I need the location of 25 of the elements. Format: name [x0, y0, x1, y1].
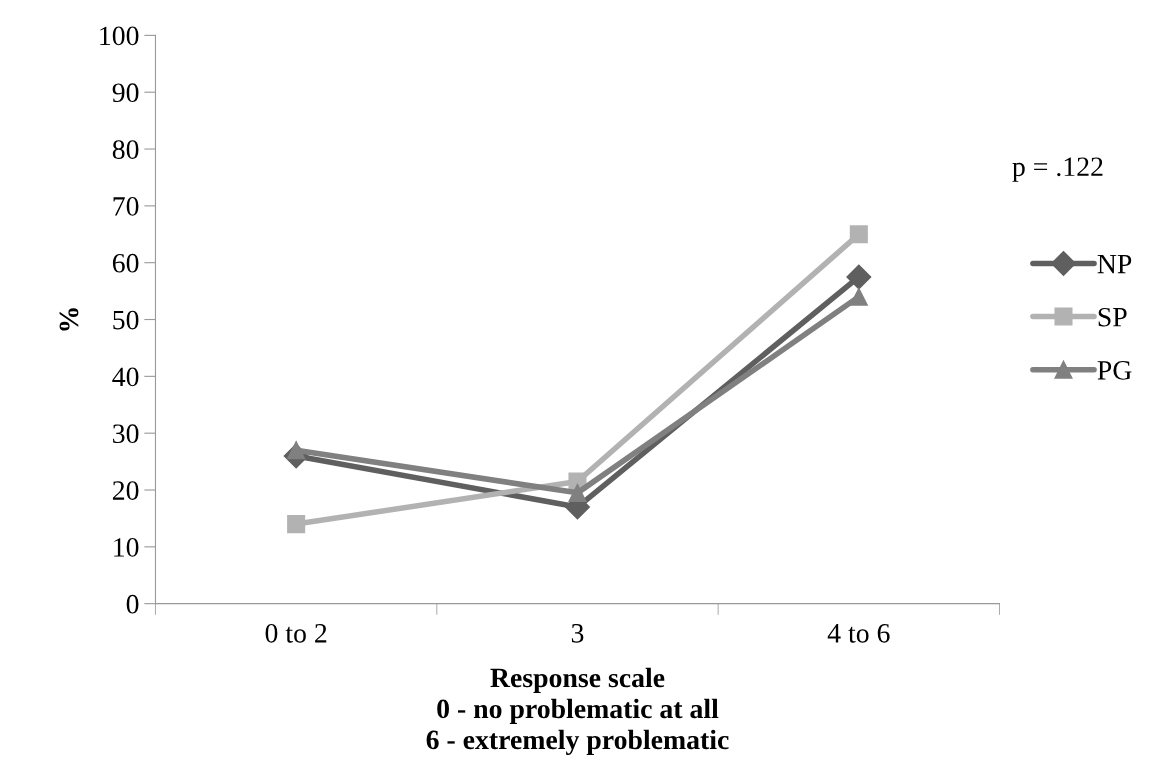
- y-tick-label: 100: [100, 26, 139, 46]
- legend-label: SP: [1098, 307, 1127, 327]
- point: [287, 515, 306, 534]
- y-tick-label: 50: [113, 310, 139, 330]
- y-tick-label: 80: [112, 140, 139, 159]
- y-tick-label: 40: [112, 367, 139, 387]
- point: [568, 483, 587, 502]
- x-axis-title: Response scale 0 - no problematic at all 6 - extremely problematic: [426, 667, 729, 755]
- legend-label: PG: [1097, 361, 1132, 380]
- point: [846, 264, 872, 290]
- point: [849, 287, 868, 306]
- point: [849, 225, 868, 244]
- x-tick-label: 0 to 2: [265, 623, 327, 643]
- y-tick-label: 10: [114, 538, 139, 557]
- y-tick-label: 90: [112, 83, 139, 103]
- y-tick-label: 60: [112, 253, 139, 273]
- y-axis-title: %: [59, 308, 79, 331]
- x-tick-label: 3: [571, 623, 584, 643]
- text: p = .122: [1012, 157, 1103, 182]
- y-tick-label: 30: [113, 424, 139, 444]
- y-tick-label: 70: [113, 197, 139, 216]
- y-tick-label: 20: [112, 481, 139, 500]
- x-tick-label: 4 to 6: [827, 623, 890, 643]
- legend-label: NP: [1097, 254, 1132, 274]
- y-tick-label: 0: [126, 594, 139, 614]
